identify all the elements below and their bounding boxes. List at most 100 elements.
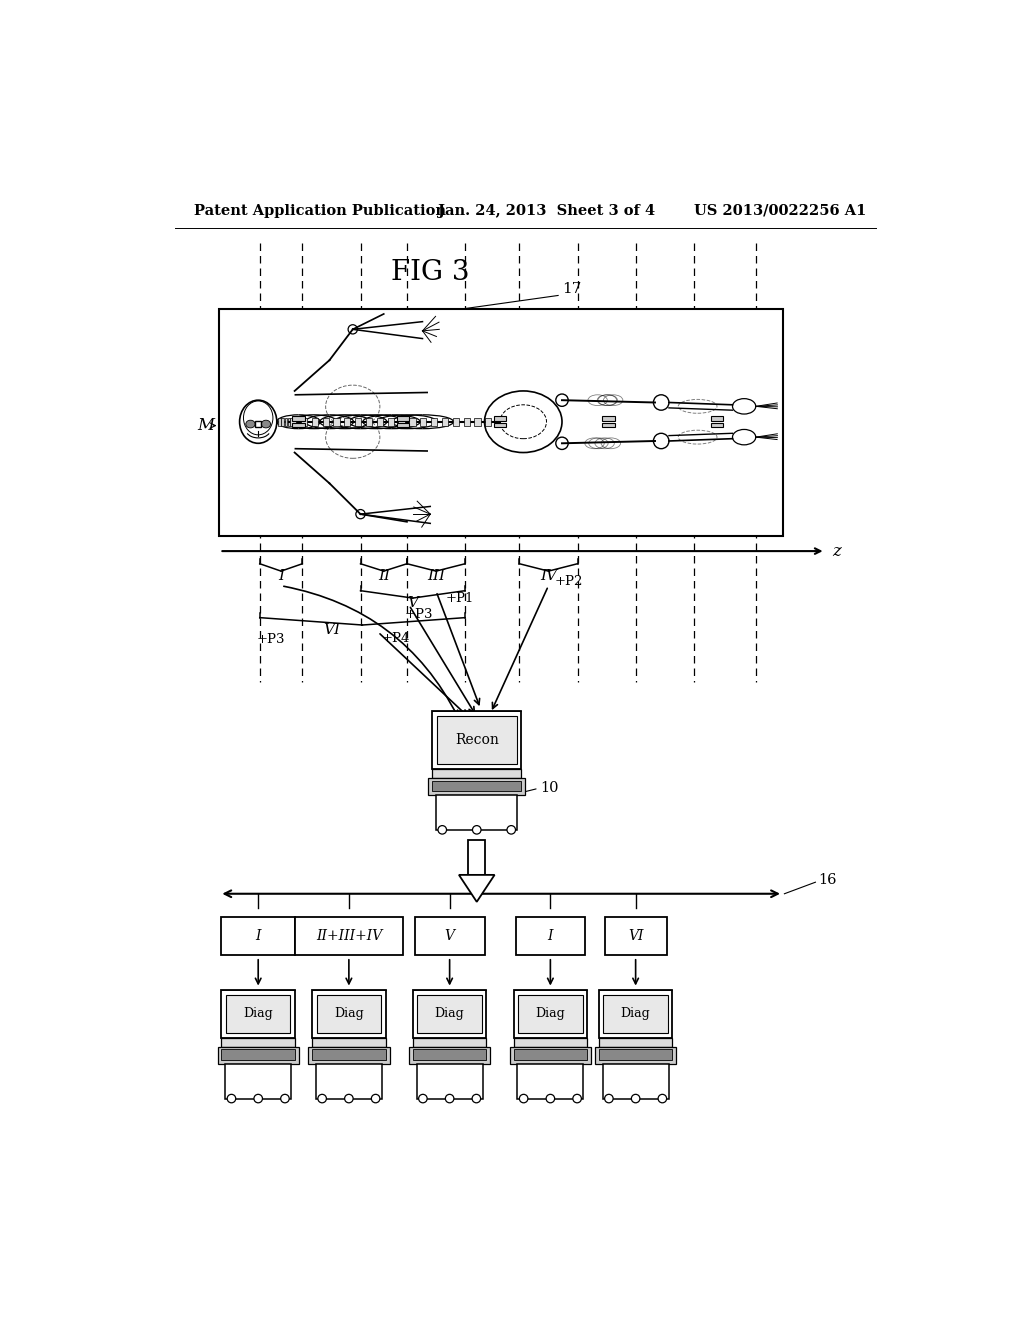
- Text: US 2013/0022256 A1: US 2013/0022256 A1: [693, 203, 866, 218]
- Circle shape: [227, 1094, 236, 1102]
- Text: +P4: +P4: [382, 631, 411, 644]
- Bar: [398, 418, 404, 425]
- Bar: [316, 1064, 382, 1098]
- Text: V: V: [408, 595, 419, 610]
- Bar: [255, 421, 261, 428]
- Circle shape: [472, 825, 481, 834]
- Bar: [602, 416, 614, 421]
- Bar: [413, 1049, 486, 1060]
- Bar: [514, 990, 587, 1038]
- Bar: [388, 418, 394, 425]
- Bar: [711, 422, 723, 428]
- Text: VI: VI: [323, 623, 340, 636]
- Bar: [602, 422, 614, 428]
- Bar: [221, 990, 295, 1038]
- Circle shape: [372, 1094, 380, 1102]
- Bar: [355, 418, 361, 425]
- Bar: [290, 418, 296, 425]
- Bar: [285, 418, 287, 425]
- Bar: [312, 1038, 386, 1047]
- Bar: [292, 422, 305, 428]
- Bar: [312, 990, 386, 1038]
- Bar: [292, 416, 305, 421]
- Text: +P2: +P2: [555, 576, 583, 589]
- Text: +P1: +P1: [445, 593, 474, 606]
- Bar: [344, 418, 350, 425]
- Bar: [599, 1038, 673, 1047]
- Polygon shape: [459, 875, 495, 902]
- Bar: [453, 418, 459, 425]
- Text: Diag: Diag: [435, 1007, 465, 1020]
- Bar: [301, 418, 307, 425]
- Bar: [494, 422, 506, 428]
- Circle shape: [658, 1094, 667, 1102]
- Circle shape: [445, 1094, 454, 1102]
- Text: Diag: Diag: [334, 1007, 364, 1020]
- Circle shape: [438, 825, 446, 834]
- Text: I: I: [279, 569, 284, 582]
- Text: M: M: [197, 417, 214, 434]
- Text: III: III: [427, 569, 445, 582]
- Bar: [397, 422, 410, 428]
- Bar: [518, 995, 583, 1034]
- Bar: [323, 418, 329, 425]
- Text: VI: VI: [628, 929, 643, 942]
- Bar: [599, 990, 673, 1038]
- Bar: [312, 1049, 386, 1060]
- Text: Diag: Diag: [244, 1007, 273, 1020]
- Bar: [474, 418, 480, 425]
- Bar: [595, 1047, 676, 1064]
- Text: Recon: Recon: [455, 733, 499, 747]
- Bar: [316, 995, 381, 1034]
- Text: +P3: +P3: [406, 607, 433, 620]
- Circle shape: [546, 1094, 555, 1102]
- Bar: [308, 1047, 389, 1064]
- Circle shape: [507, 825, 515, 834]
- Bar: [334, 418, 340, 425]
- Bar: [219, 309, 783, 536]
- Bar: [431, 418, 437, 425]
- Bar: [221, 1038, 295, 1047]
- Bar: [437, 715, 517, 764]
- Bar: [221, 917, 295, 956]
- Text: Diag: Diag: [621, 1007, 650, 1020]
- Bar: [295, 917, 403, 956]
- Bar: [226, 995, 291, 1034]
- Circle shape: [254, 1094, 262, 1102]
- Text: Jan. 24, 2013  Sheet 3 of 4: Jan. 24, 2013 Sheet 3 of 4: [438, 203, 655, 218]
- Bar: [377, 418, 383, 425]
- Text: Patent Application Publication: Patent Application Publication: [194, 203, 445, 218]
- Bar: [217, 1047, 299, 1064]
- Bar: [711, 416, 723, 421]
- Circle shape: [604, 1094, 613, 1102]
- Bar: [494, 416, 506, 421]
- Bar: [366, 418, 372, 425]
- Text: IV: IV: [540, 569, 557, 582]
- Bar: [221, 1049, 295, 1060]
- Circle shape: [472, 1094, 480, 1102]
- Bar: [604, 917, 667, 956]
- Bar: [432, 770, 521, 779]
- Bar: [517, 1064, 584, 1098]
- Text: I: I: [548, 929, 553, 942]
- Bar: [432, 711, 521, 770]
- Bar: [410, 418, 416, 425]
- Text: 17: 17: [562, 282, 582, 296]
- Bar: [464, 418, 470, 425]
- Bar: [413, 1038, 486, 1047]
- Bar: [409, 1047, 490, 1064]
- Bar: [420, 418, 426, 425]
- Text: II+III+IV: II+III+IV: [315, 929, 382, 942]
- Circle shape: [317, 1094, 327, 1102]
- Text: 10: 10: [541, 781, 559, 795]
- Bar: [515, 917, 586, 956]
- Bar: [397, 416, 410, 421]
- Circle shape: [345, 1094, 353, 1102]
- Bar: [311, 418, 317, 425]
- Circle shape: [572, 1094, 582, 1102]
- Bar: [514, 1038, 587, 1047]
- Bar: [428, 779, 525, 795]
- Circle shape: [632, 1094, 640, 1102]
- Bar: [599, 1049, 673, 1060]
- Bar: [413, 990, 486, 1038]
